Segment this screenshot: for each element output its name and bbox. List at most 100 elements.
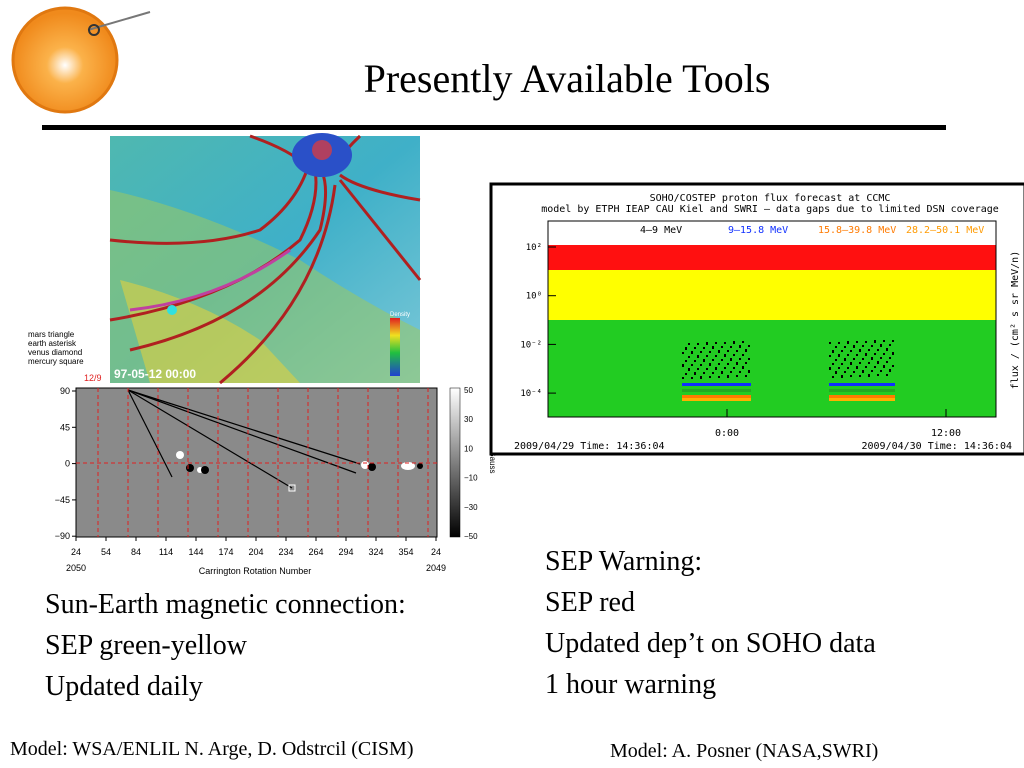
- flux-point: [727, 350, 729, 352]
- footer-left: 2009/04/29 Time: 14:36:04: [514, 441, 665, 452]
- flux-point: [727, 383, 730, 386]
- flux-point: [721, 389, 724, 392]
- flux-point: [841, 389, 844, 392]
- flux-point: [703, 389, 706, 392]
- flux-point: [853, 358, 855, 360]
- flux-point: [733, 383, 736, 386]
- flux-point: [727, 376, 729, 378]
- flux-point: [730, 389, 733, 392]
- flux-point: [703, 360, 705, 362]
- flux-point: [871, 345, 873, 347]
- x-tick-label: 264: [308, 547, 323, 557]
- flux-point: [877, 374, 879, 376]
- flux-point: [832, 395, 835, 398]
- flux-point: [721, 395, 724, 398]
- x-tick-label: 354: [398, 547, 413, 557]
- flux-point: [715, 368, 717, 370]
- flux-point: [691, 395, 694, 398]
- flux-point: [856, 398, 859, 401]
- flux-point: [703, 372, 705, 374]
- flux-point: [871, 370, 873, 372]
- flux-point: [748, 371, 750, 373]
- flux-point: [838, 398, 841, 401]
- density-label: Density: [390, 312, 410, 318]
- date-label: 12/9: [84, 373, 102, 383]
- colorbar-tick-label: −10: [464, 474, 478, 483]
- flux-point: [847, 354, 849, 356]
- flux-point: [889, 370, 891, 372]
- flux-point: [715, 342, 717, 344]
- flux-point: [880, 398, 883, 401]
- legend-note: mercury square: [28, 357, 84, 366]
- flux-point: [697, 395, 700, 398]
- flux-point: [874, 366, 876, 368]
- flux-point: [712, 383, 715, 386]
- flux-point: [883, 366, 885, 368]
- flux-point: [871, 389, 874, 392]
- flux-point: [877, 395, 880, 398]
- timestamp: 97-05-12 00:00: [114, 367, 196, 381]
- flux-point: [838, 355, 840, 357]
- flux-point: [883, 395, 886, 398]
- colorbar-tick-label: 30: [464, 415, 473, 424]
- flux-point: [682, 365, 684, 367]
- flux-point: [718, 376, 720, 378]
- flux-point: [730, 346, 732, 348]
- flux-point: [724, 389, 727, 392]
- x-tick-label: 114: [159, 547, 173, 557]
- flux-point: [877, 383, 880, 386]
- flux-point: [715, 389, 718, 392]
- flux-point: [727, 398, 730, 401]
- flux-point: [742, 395, 745, 398]
- flux-point: [886, 398, 889, 401]
- flux-point: [697, 356, 699, 358]
- flux-point: [703, 398, 706, 401]
- flux-point: [682, 389, 685, 392]
- caption-line: Sun-Earth magnetic connection:: [45, 589, 406, 620]
- flux-point: [835, 395, 838, 398]
- x-tick-label: 24: [71, 547, 81, 557]
- flux-point: [832, 363, 834, 365]
- flux-point: [829, 389, 832, 392]
- flux-point: [865, 389, 868, 392]
- flux-point: [721, 383, 724, 386]
- flux-point: [850, 383, 853, 386]
- flux-point: [748, 345, 750, 347]
- flux-point: [712, 398, 715, 401]
- flux-point: [886, 349, 888, 351]
- flux-point: [874, 383, 877, 386]
- flux-point: [847, 367, 849, 369]
- caption-line: SEP red: [545, 587, 635, 618]
- x-tick-label: 144: [188, 547, 203, 557]
- flux-point: [748, 389, 751, 392]
- flux-point: [685, 360, 687, 362]
- flux-point: [682, 352, 684, 354]
- flux-point: [868, 375, 870, 377]
- flux-point: [862, 395, 865, 398]
- flux-point: [718, 383, 721, 386]
- flux-point: [694, 398, 697, 401]
- flux-point: [841, 363, 843, 365]
- flux-point: [862, 398, 865, 401]
- flux-point: [706, 355, 708, 357]
- flux-point: [853, 371, 855, 373]
- flux-point: [685, 389, 688, 392]
- flux-point: [730, 383, 733, 386]
- flux-point: [850, 363, 852, 365]
- flux-point: [688, 343, 690, 345]
- y-tick-label: 10⁻²: [520, 340, 542, 350]
- flux-point: [715, 398, 718, 401]
- flux-point: [889, 383, 892, 386]
- flux-point: [721, 398, 724, 401]
- flux-point: [871, 383, 874, 386]
- flux-point: [682, 377, 684, 379]
- flux-point: [889, 395, 892, 398]
- flux-point: [727, 395, 730, 398]
- flux-point: [709, 389, 712, 392]
- flux-point: [844, 359, 846, 361]
- flux-point: [706, 398, 709, 401]
- flux-point: [835, 398, 838, 401]
- flux-point: [691, 377, 693, 379]
- flux-point: [835, 389, 838, 392]
- flux-point: [868, 362, 870, 364]
